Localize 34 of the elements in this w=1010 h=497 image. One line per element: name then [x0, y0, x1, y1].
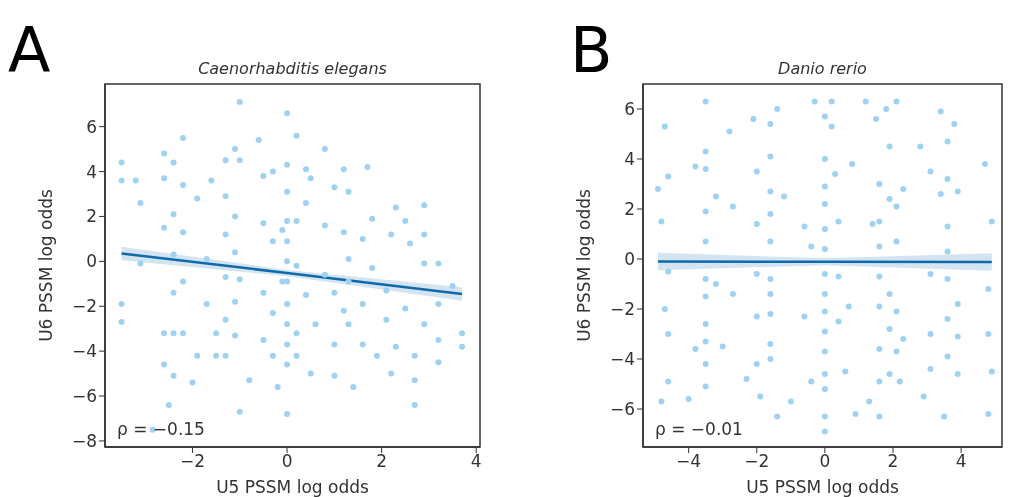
x-tick-label: 4 — [955, 451, 967, 472]
x-tick-label: 0 — [281, 451, 293, 472]
text: A — [8, 14, 51, 87]
y-tick-label: −2 — [71, 296, 97, 317]
annotation: ρ = −0.15 — [117, 419, 205, 439]
x-tick-label: 0 — [819, 451, 831, 472]
x-tick-label: −4 — [676, 451, 702, 472]
x-tick-label: 2 — [887, 451, 899, 472]
y-axis-title: U6 PSSM log odds — [574, 189, 595, 342]
y-tick-label: −6 — [71, 386, 97, 407]
y-axis-title: U6 PSSM log odds — [36, 189, 57, 342]
x-tick-label: −2 — [179, 451, 206, 472]
x-axis-title: U5 PSSM log odds — [216, 477, 369, 497]
x-tick-label: −2 — [744, 451, 770, 472]
x-tick-label: 2 — [376, 451, 388, 472]
y-tick-label: 0 — [624, 249, 635, 270]
annotation: ρ = −0.01 — [655, 419, 743, 439]
y-tick-label: 4 — [624, 149, 635, 170]
y-tick-label: −4 — [71, 341, 97, 362]
chart-title: Danio rerio — [778, 59, 868, 78]
y-tick-label: 0 — [86, 251, 97, 272]
y-tick-label: −4 — [609, 349, 635, 370]
x-tick-label: 4 — [470, 451, 482, 472]
x-axis-title: U5 PSSM log odds — [746, 477, 899, 497]
y-tick-label: −2 — [609, 299, 635, 320]
y-tick-label: 2 — [624, 199, 635, 220]
text: B — [570, 14, 613, 87]
y-tick-label: 2 — [86, 206, 97, 227]
y-tick-label: 4 — [86, 161, 97, 182]
y-tick-label: 6 — [624, 99, 635, 120]
y-tick-label: −8 — [71, 430, 97, 451]
y-tick-label: −6 — [609, 399, 635, 420]
chart-title: Caenorhabditis elegans — [198, 59, 387, 78]
y-tick-label: 6 — [86, 116, 97, 137]
